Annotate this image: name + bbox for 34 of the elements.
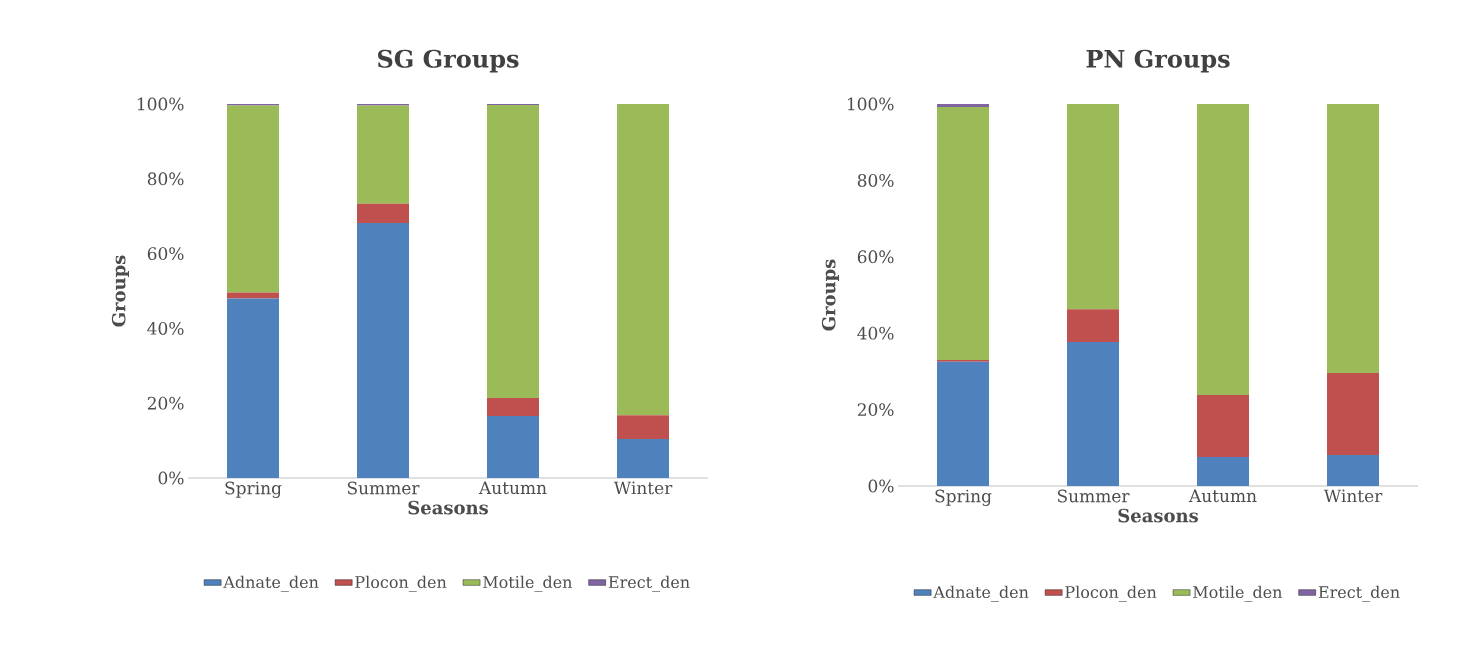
y-tick-label: 20%	[857, 403, 894, 417]
y-tick-label: 80%	[857, 173, 894, 187]
chart-title: SG Groups	[378, 49, 519, 73]
x-tick-label: Winter	[613, 481, 673, 495]
y-axis-title: Groups	[821, 259, 840, 331]
legend-label: Adnate_den	[223, 575, 319, 592]
y-tick-label: 40%	[147, 321, 184, 335]
legend-label: Erect_den	[608, 575, 690, 592]
legend-label: Adnate_den	[933, 585, 1029, 602]
y-tick-label: 100%	[137, 97, 184, 111]
x-axis-title: Seasons	[408, 500, 488, 515]
y-tick-label: 60%	[857, 250, 894, 264]
x-tick-label: Winter	[1323, 489, 1383, 503]
chart-title: PN Groups	[1086, 49, 1230, 73]
x-tick-label: Autumn	[478, 481, 547, 495]
x-tick-label: Spring	[935, 489, 992, 506]
y-tick-label: 80%	[147, 172, 184, 186]
y-axis-title: Groups	[111, 255, 130, 327]
x-tick-label: Summer	[347, 481, 420, 495]
x-tick-label: Summer	[1057, 489, 1130, 503]
legend-label: Motile_den	[483, 575, 573, 592]
y-tick-label: 0%	[158, 471, 184, 485]
x-axis-title: Seasons	[1118, 508, 1198, 523]
y-tick-label: 100%	[847, 97, 894, 111]
legend-label: Plocon_den	[1065, 585, 1157, 602]
legend-label: Plocon_den	[355, 575, 447, 592]
x-tick-label: Autumn	[1188, 489, 1257, 503]
legend-label: Motile_den	[1193, 585, 1283, 602]
y-tick-label: 60%	[147, 247, 184, 261]
y-tick-label: 40%	[857, 326, 894, 340]
y-tick-label: 0%	[868, 479, 894, 493]
y-tick-label: 20%	[147, 396, 184, 410]
legend-label: Erect_den	[1318, 585, 1400, 602]
x-tick-label: Spring	[225, 481, 282, 498]
